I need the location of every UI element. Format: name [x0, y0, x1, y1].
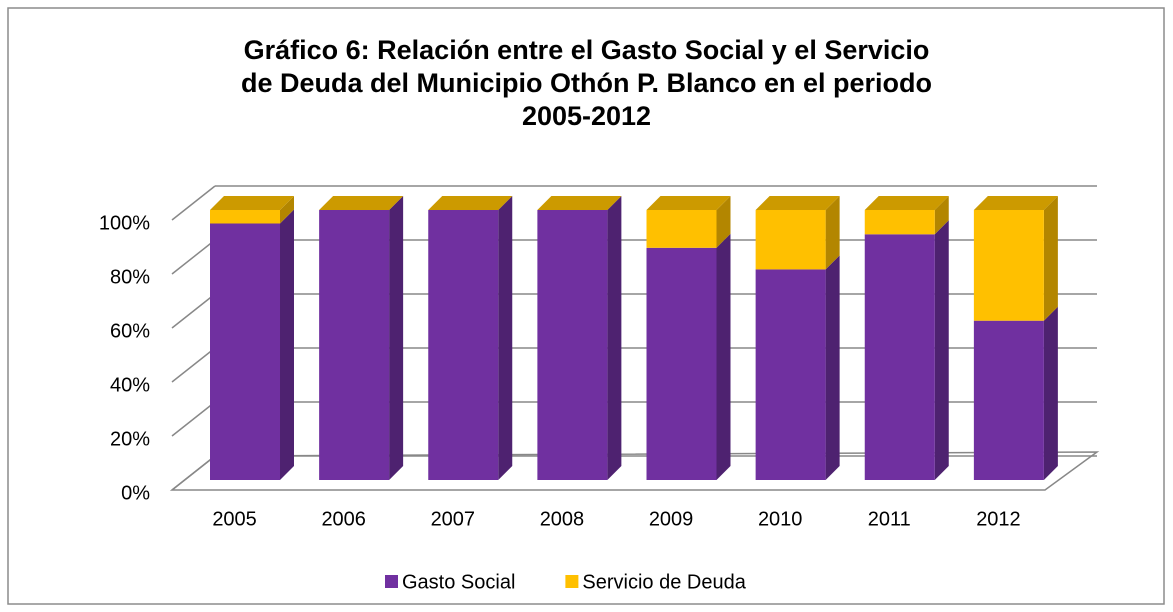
bar-side: [1043, 306, 1058, 480]
bar-top: [210, 196, 294, 210]
bar: [864, 210, 935, 235]
bar-top: [428, 196, 513, 210]
x-tick-label: 2005: [212, 508, 257, 530]
y-tick-label: 0%: [121, 482, 150, 504]
grid-line: [171, 239, 216, 275]
bar: [319, 210, 390, 480]
y-tick-label: 60%: [110, 320, 150, 342]
y-tick-label: 20%: [110, 428, 150, 450]
bar: [210, 210, 280, 224]
chart-title: Gráfico 6: Relación entre el Gasto Socia…: [240, 35, 933, 131]
grid-line: [171, 347, 216, 383]
x-tick-label: 2010: [758, 508, 803, 530]
bar-top: [537, 196, 622, 210]
bar-side: [825, 255, 840, 480]
bar-side: [498, 196, 513, 480]
bar-side: [389, 196, 404, 480]
bar: [864, 234, 935, 480]
bar-side: [934, 196, 949, 235]
y-tick-label: 40%: [110, 374, 150, 396]
bar: [973, 320, 1044, 480]
grid-line: [171, 455, 216, 491]
grid-line: [171, 185, 216, 221]
bar-top: [864, 196, 949, 210]
bar: [428, 210, 499, 480]
bar: [210, 223, 280, 480]
bar: [973, 210, 1044, 321]
legend-swatch: [565, 575, 579, 588]
x-tick-label: 2011: [868, 508, 911, 530]
bar-side: [716, 233, 731, 480]
bar-top: [319, 196, 404, 210]
x-tick-label: 2012: [976, 508, 1021, 530]
bar-top: [646, 196, 731, 210]
bar: [755, 210, 826, 270]
legend-label: Gasto Social: [402, 571, 515, 593]
x-tick-label: 2008: [540, 508, 585, 530]
x-tick-label: 2007: [431, 508, 476, 530]
grid-line: [171, 401, 216, 437]
x-tick-label: 2006: [321, 508, 366, 530]
bar-side: [825, 196, 840, 270]
bar-side: [934, 220, 949, 481]
legend-label: Servicio de Deuda: [582, 571, 746, 593]
bar-side: [607, 196, 622, 480]
legend-swatch: [385, 575, 398, 588]
bar: [755, 269, 826, 480]
bar-side: [280, 209, 294, 480]
bar-side: [1043, 196, 1058, 321]
bar-side: [280, 196, 294, 224]
bar: [646, 210, 717, 248]
y-tick-label: 80%: [110, 266, 150, 288]
bar: [537, 210, 608, 480]
bar-side: [716, 196, 731, 248]
bar-top: [755, 196, 840, 210]
grid-line: [171, 293, 216, 329]
y-tick-label: 100%: [99, 212, 150, 234]
bar-top: [973, 196, 1058, 210]
x-tick-label: 2009: [649, 508, 694, 530]
bar: [646, 247, 717, 480]
